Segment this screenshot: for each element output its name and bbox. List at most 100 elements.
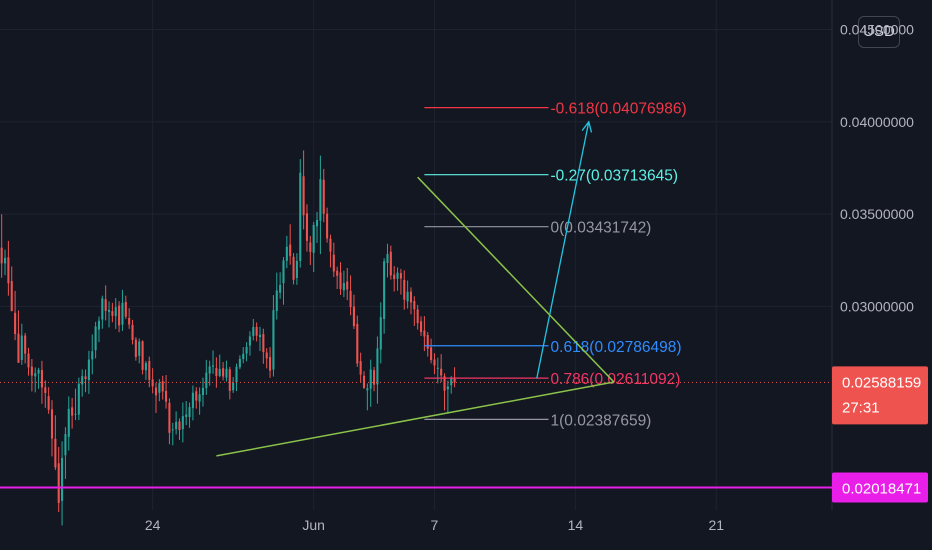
candle-body xyxy=(64,434,67,456)
candle-body xyxy=(383,261,386,319)
countdown-timer: 27:31 xyxy=(842,399,880,416)
candle-body xyxy=(94,326,97,351)
support-price-value: 0.02018471 xyxy=(842,481,921,498)
candle-body xyxy=(141,341,144,370)
candle-body xyxy=(436,367,439,369)
candle-body xyxy=(393,274,396,280)
candle-body xyxy=(446,386,449,390)
candle-body xyxy=(235,366,238,383)
current-price-tag xyxy=(832,366,928,425)
candle-body xyxy=(416,309,419,324)
candle-body xyxy=(24,335,27,354)
candle-body xyxy=(346,281,349,290)
candle-body xyxy=(201,387,205,395)
candle-body xyxy=(121,302,124,325)
candle-body xyxy=(61,457,64,501)
candle-body xyxy=(373,370,376,385)
trendline-upper xyxy=(417,176,615,383)
candle-body xyxy=(138,341,141,356)
candle-body xyxy=(154,387,158,396)
candle-body xyxy=(181,416,184,430)
candle-body xyxy=(295,260,298,278)
candle-body xyxy=(369,369,372,389)
candle-body xyxy=(161,381,164,392)
y-tick-label: 0.04000000 xyxy=(840,114,914,130)
candle-body xyxy=(77,383,80,415)
candle-body xyxy=(27,353,30,368)
candle-body xyxy=(413,301,416,310)
candle-body xyxy=(111,311,114,316)
candle-body xyxy=(450,377,453,386)
candle-body xyxy=(419,321,423,333)
candle-body xyxy=(14,312,17,335)
candle-body xyxy=(57,463,60,503)
projection-arrow xyxy=(536,121,590,379)
candle-body xyxy=(144,363,147,371)
candle-body xyxy=(74,413,77,415)
candle-body xyxy=(195,391,198,401)
candle-body xyxy=(309,242,312,252)
candle-body xyxy=(423,330,426,337)
price-tags: 0.02588159 27:31 0.02018471 xyxy=(832,366,928,503)
fib-level-label: 0(0.03431742) xyxy=(551,220,652,237)
candle-body xyxy=(352,306,355,327)
candle-body xyxy=(336,270,339,276)
candle-body xyxy=(7,257,10,284)
candle-body xyxy=(3,257,7,264)
x-tick-label: Jun xyxy=(302,517,325,533)
x-tick-label: 7 xyxy=(431,517,439,533)
y-tick-label: 0.03000000 xyxy=(840,298,914,314)
candle-body xyxy=(34,373,37,377)
candle-body xyxy=(299,172,302,261)
candle-body xyxy=(124,301,127,317)
candle-body xyxy=(362,375,366,388)
candle-body xyxy=(71,407,74,416)
candle-body xyxy=(386,254,389,264)
candle-body xyxy=(272,310,275,370)
candle-body xyxy=(275,290,278,311)
candle-body xyxy=(175,421,178,430)
candle-body xyxy=(326,213,329,239)
currency-button[interactable]: USD xyxy=(858,16,900,48)
fib-level-label: 0.786(0.02611092) xyxy=(551,371,681,388)
candle-body xyxy=(158,383,161,393)
candle-body xyxy=(269,357,272,371)
candle-body xyxy=(262,334,265,353)
candle-body xyxy=(238,358,241,368)
fib-level-label: 1(0.02387659) xyxy=(551,412,652,429)
candle-body xyxy=(248,336,251,346)
candle-body xyxy=(366,388,369,391)
candle-body xyxy=(97,320,101,330)
support-price-tag xyxy=(832,472,928,503)
candle-body xyxy=(349,290,352,308)
candle-body xyxy=(191,392,194,409)
candle-body xyxy=(10,281,13,312)
candle-body xyxy=(359,361,362,375)
candle-body xyxy=(134,339,137,357)
drawing-overlays: -0.618(0.04076986) -0.27(0.03713645) 0(0.0… xyxy=(0,101,832,489)
candle-body xyxy=(255,326,258,336)
candle-body xyxy=(453,377,456,383)
candle-body xyxy=(258,334,262,338)
candle-body xyxy=(302,176,305,216)
candle-body xyxy=(279,284,282,293)
candle-body xyxy=(356,323,359,364)
candle-body xyxy=(332,254,335,272)
candle-body xyxy=(30,366,33,376)
candle-body xyxy=(178,421,181,431)
candle-body xyxy=(81,376,84,385)
candle-body xyxy=(188,407,191,417)
candle-body xyxy=(215,368,218,376)
candle-body xyxy=(104,299,107,311)
candle-body xyxy=(319,179,322,221)
candle-body xyxy=(265,352,268,359)
candle-body xyxy=(329,238,332,252)
candle-body xyxy=(225,368,228,378)
fib-level-label: -0.618(0.04076986) xyxy=(551,101,687,118)
candle-body xyxy=(118,305,121,326)
candle-body xyxy=(228,369,231,391)
candle-body xyxy=(379,317,382,350)
candle-body xyxy=(285,246,288,261)
x-tick-label: 21 xyxy=(708,517,724,533)
